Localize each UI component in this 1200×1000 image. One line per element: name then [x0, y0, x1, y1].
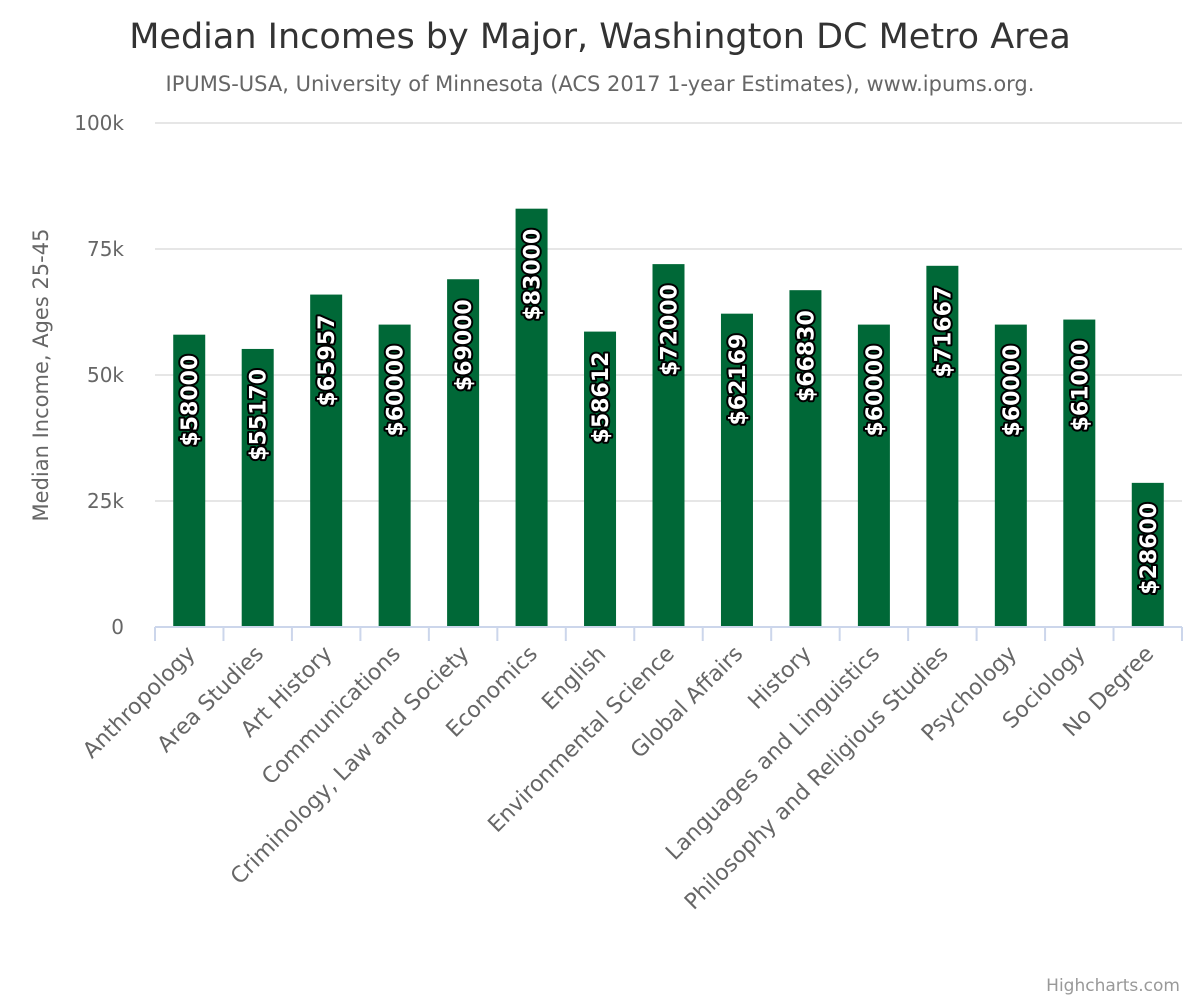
- y-tick-label: 75k: [87, 237, 124, 261]
- chart-title: Median Incomes by Major, Washington DC M…: [129, 17, 1071, 57]
- data-label: $58000: [178, 355, 203, 447]
- bar[interactable]: [789, 290, 822, 627]
- y-tick-label: 50k: [87, 363, 124, 387]
- data-label: $61000: [1068, 340, 1093, 432]
- bar[interactable]: [378, 324, 411, 627]
- bar[interactable]: [720, 313, 753, 627]
- y-tick-label: 25k: [87, 489, 124, 513]
- bar[interactable]: [857, 324, 890, 627]
- x-axis-ticks: [154, 627, 1183, 641]
- data-label: $66830: [794, 310, 819, 402]
- bar[interactable]: [1063, 319, 1096, 627]
- bar[interactable]: [926, 265, 959, 627]
- data-label: $58612: [589, 352, 614, 444]
- data-label: $83000: [521, 229, 546, 321]
- bar[interactable]: [515, 208, 548, 627]
- y-axis-label: Median Income, Ages 25-45: [29, 229, 53, 522]
- data-label: $28600: [1137, 503, 1162, 595]
- bar[interactable]: [1131, 482, 1164, 627]
- bar[interactable]: [310, 294, 343, 627]
- data-label: $60000: [863, 345, 888, 437]
- bar[interactable]: [994, 324, 1027, 627]
- data-label: $65957: [315, 315, 340, 407]
- data-labels: $58000 $55170 $65957 $60000 $69000 $83000 $586…: [176, 227, 1164, 597]
- data-label: $55170: [247, 369, 272, 461]
- data-label: $72000: [658, 284, 683, 376]
- chart-subtitle: IPUMS-USA, University of Minnesota (ACS …: [166, 72, 1035, 96]
- data-label: $60000: [1000, 345, 1025, 437]
- y-axis-ticks: 0 25k 50k 75k 100k: [74, 111, 124, 639]
- credits-label[interactable]: Highcharts.com: [1046, 976, 1180, 996]
- y-tick-label: 100k: [74, 111, 124, 135]
- data-label: $71667: [931, 286, 956, 378]
- bar-series: [173, 208, 1164, 627]
- data-label: $62169: [726, 334, 751, 426]
- bar[interactable]: [241, 348, 274, 627]
- bar[interactable]: [447, 279, 480, 627]
- bar[interactable]: [584, 331, 617, 627]
- data-label: $69000: [452, 299, 477, 391]
- data-label: $60000: [384, 345, 409, 437]
- bar[interactable]: [652, 264, 685, 627]
- bar[interactable]: [173, 334, 206, 627]
- y-tick-label: 0: [111, 615, 124, 639]
